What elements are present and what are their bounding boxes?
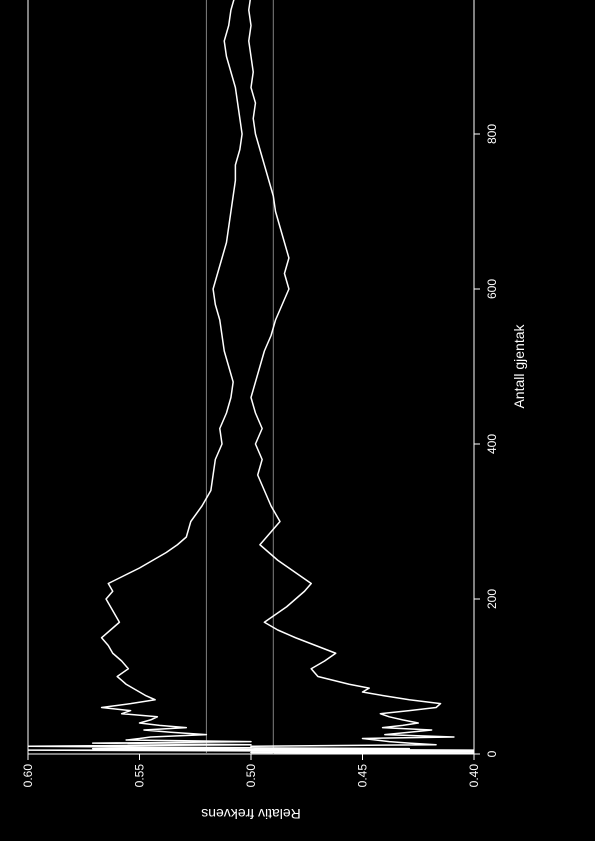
svg-text:0.60: 0.60 (21, 764, 35, 788)
svg-text:0.55: 0.55 (133, 764, 147, 788)
svg-text:0: 0 (485, 750, 499, 757)
svg-text:0.45: 0.45 (356, 764, 370, 788)
svg-text:200: 200 (485, 589, 499, 609)
svg-text:Relativ frekvens: Relativ frekvens (201, 806, 301, 822)
chart-container: 02004006008001000Antall gjentak0.400.450… (0, 0, 595, 841)
svg-text:Antall gjentak: Antall gjentak (511, 323, 527, 408)
svg-text:0.50: 0.50 (244, 764, 258, 788)
svg-text:0.40: 0.40 (467, 764, 481, 788)
line-chart: 02004006008001000Antall gjentak0.400.450… (0, 0, 595, 841)
svg-text:800: 800 (485, 124, 499, 144)
svg-text:400: 400 (485, 434, 499, 454)
svg-text:600: 600 (485, 279, 499, 299)
